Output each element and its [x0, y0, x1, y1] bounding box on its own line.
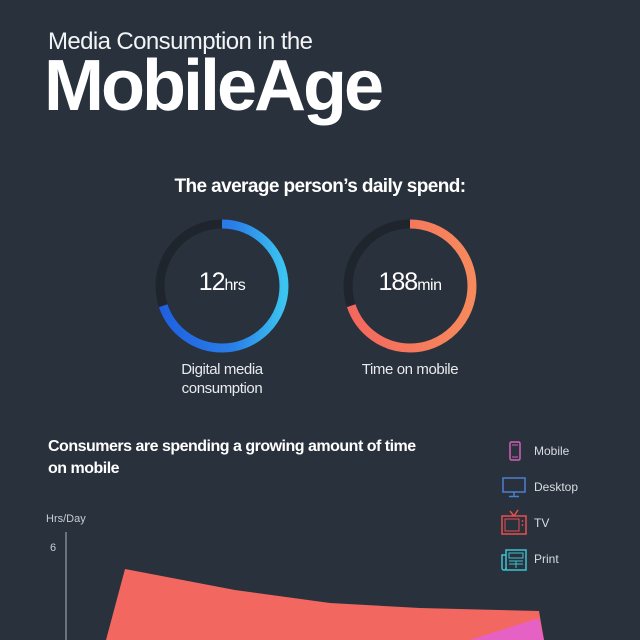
- newspaper-icon: [501, 549, 527, 571]
- ring-value: 12hrs: [198, 268, 246, 296]
- desktop-monitor-icon: [502, 477, 526, 498]
- header-subtitle: Media Consumption in the: [48, 28, 313, 55]
- ring-chart-icon: [155, 219, 289, 353]
- mobile-time-ring: 188min: [340, 216, 480, 356]
- tv-icon: [501, 509, 527, 535]
- ring-caption: Digital media consumption: [181, 361, 263, 397]
- y-axis-label: Hrs/Day: [46, 513, 86, 525]
- ring-value: 188min: [378, 268, 443, 296]
- tv-area: [106, 569, 544, 640]
- mobile-phone-icon: [509, 441, 521, 461]
- y-tick-6: 6: [50, 542, 57, 554]
- page-title: MobileAge: [44, 46, 384, 126]
- mobile-area: [470, 618, 544, 640]
- chart-heading: Consumers are spending a growing amount …: [48, 438, 416, 477]
- ring-caption: Time on mobile: [361, 361, 459, 378]
- daily-spend-heading: The average person’s daily spend:: [174, 176, 467, 197]
- digital-media-ring: 12hrs: [152, 216, 292, 356]
- ring-chart-icon: [343, 219, 477, 353]
